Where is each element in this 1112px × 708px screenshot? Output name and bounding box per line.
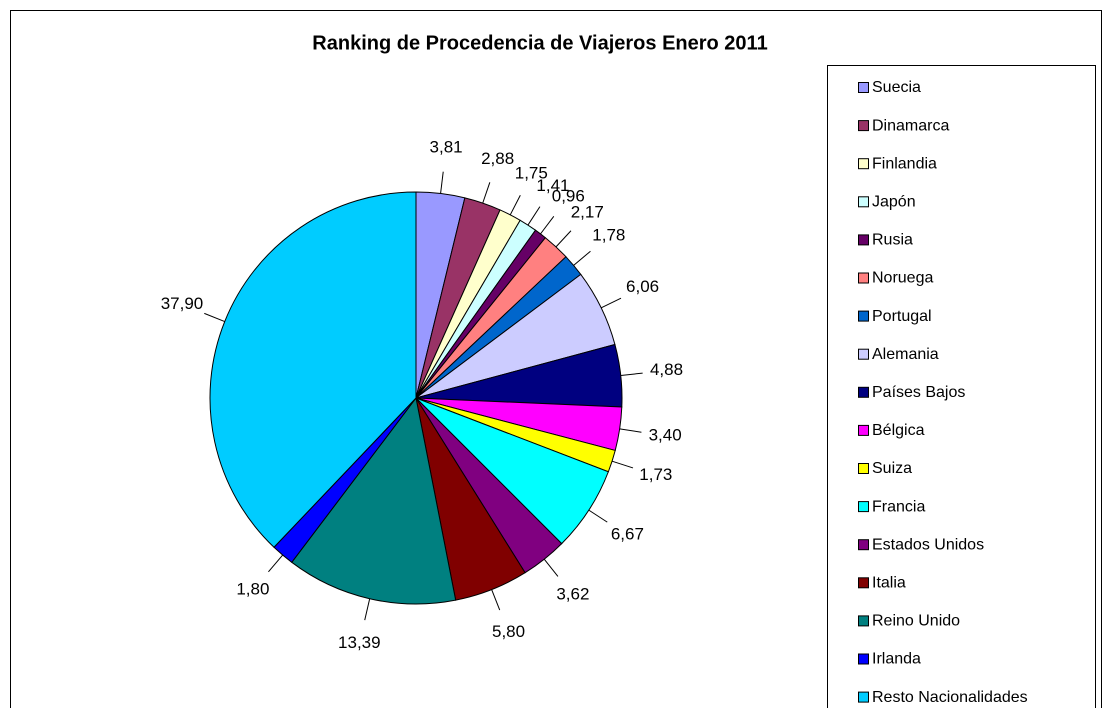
legend-swatch [858,501,869,513]
data-label: 13,39 [338,633,381,652]
data-label: 6,67 [611,525,644,544]
legend-swatch [858,120,869,132]
legend-label: Reino Unido [872,613,960,630]
data-label: 0,96 [552,187,585,206]
legend-swatch [858,82,869,93]
legend-label: Rusia [872,232,913,249]
pie-slice [291,396,457,605]
legend-label: Finlandia [872,155,937,172]
legend-swatch [858,463,869,474]
data-label: 2,88 [481,149,514,168]
legend-box [827,65,1096,708]
leader-line [364,598,371,621]
data-label: 1,78 [592,225,625,244]
leader-line [573,250,591,266]
legend-label: Suiza [872,460,912,477]
legend-swatch [858,691,869,703]
leader-line [588,509,608,523]
chart-title: Ranking de Procedencia de Viajeros Enero… [312,32,767,54]
data-label: 2,17 [571,203,604,222]
legend-label: Francia [872,498,925,515]
leader-line [204,312,225,323]
legend-swatch [858,196,869,208]
legend-label: Noruega [872,270,933,287]
data-label: 4,88 [650,360,683,379]
legend-swatch [858,577,869,589]
data-label: 3,81 [430,137,463,156]
data-label: 6,06 [626,277,659,296]
leader-line [600,297,622,309]
legend-label: Japón [872,194,916,211]
leader-line [611,460,634,469]
legend-swatch [858,234,869,246]
legend-swatch [858,272,869,284]
leader-line [268,554,284,573]
leader-line [619,428,642,433]
legend-label: Irlanda [872,651,921,668]
leader-line [540,216,555,235]
legend-swatch [858,158,869,170]
data-label: 1,75 [515,163,548,182]
legend-label: Dinamarca [872,117,949,134]
data-label: 1,80 [236,580,269,599]
data-label: 3,62 [556,585,589,604]
legend-swatch [858,386,869,398]
legend-label: Bélgica [872,422,925,439]
legend-swatch [858,539,869,551]
legend-swatch [858,310,869,322]
data-label: 5,80 [492,622,525,641]
legend-label: Alemania [872,346,939,363]
data-label: 37,90 [161,294,204,313]
leader-line [543,558,559,577]
legend-swatch [858,615,869,627]
leader-line [482,182,491,204]
data-label: 3,40 [649,425,682,444]
data-label: 1,41 [536,176,569,195]
leader-line [440,171,444,194]
leader-line [620,372,643,376]
leader-line [527,206,541,226]
data-label: 1,73 [639,465,672,484]
legend-label: Portugal [872,308,932,325]
leader-line [555,230,572,248]
legend-swatch [858,348,869,360]
legend-label: Italia [872,575,906,592]
legend-swatch [858,653,869,665]
legend-swatch [858,424,869,436]
legend-label: Estados Unidos [872,536,984,553]
legend-label: Suecia [872,79,921,96]
legend-label: Países Bajos [872,384,965,401]
legend-label: Resto Nacionalidades [872,689,1028,706]
leader-line [509,195,521,216]
leader-line [491,589,501,611]
